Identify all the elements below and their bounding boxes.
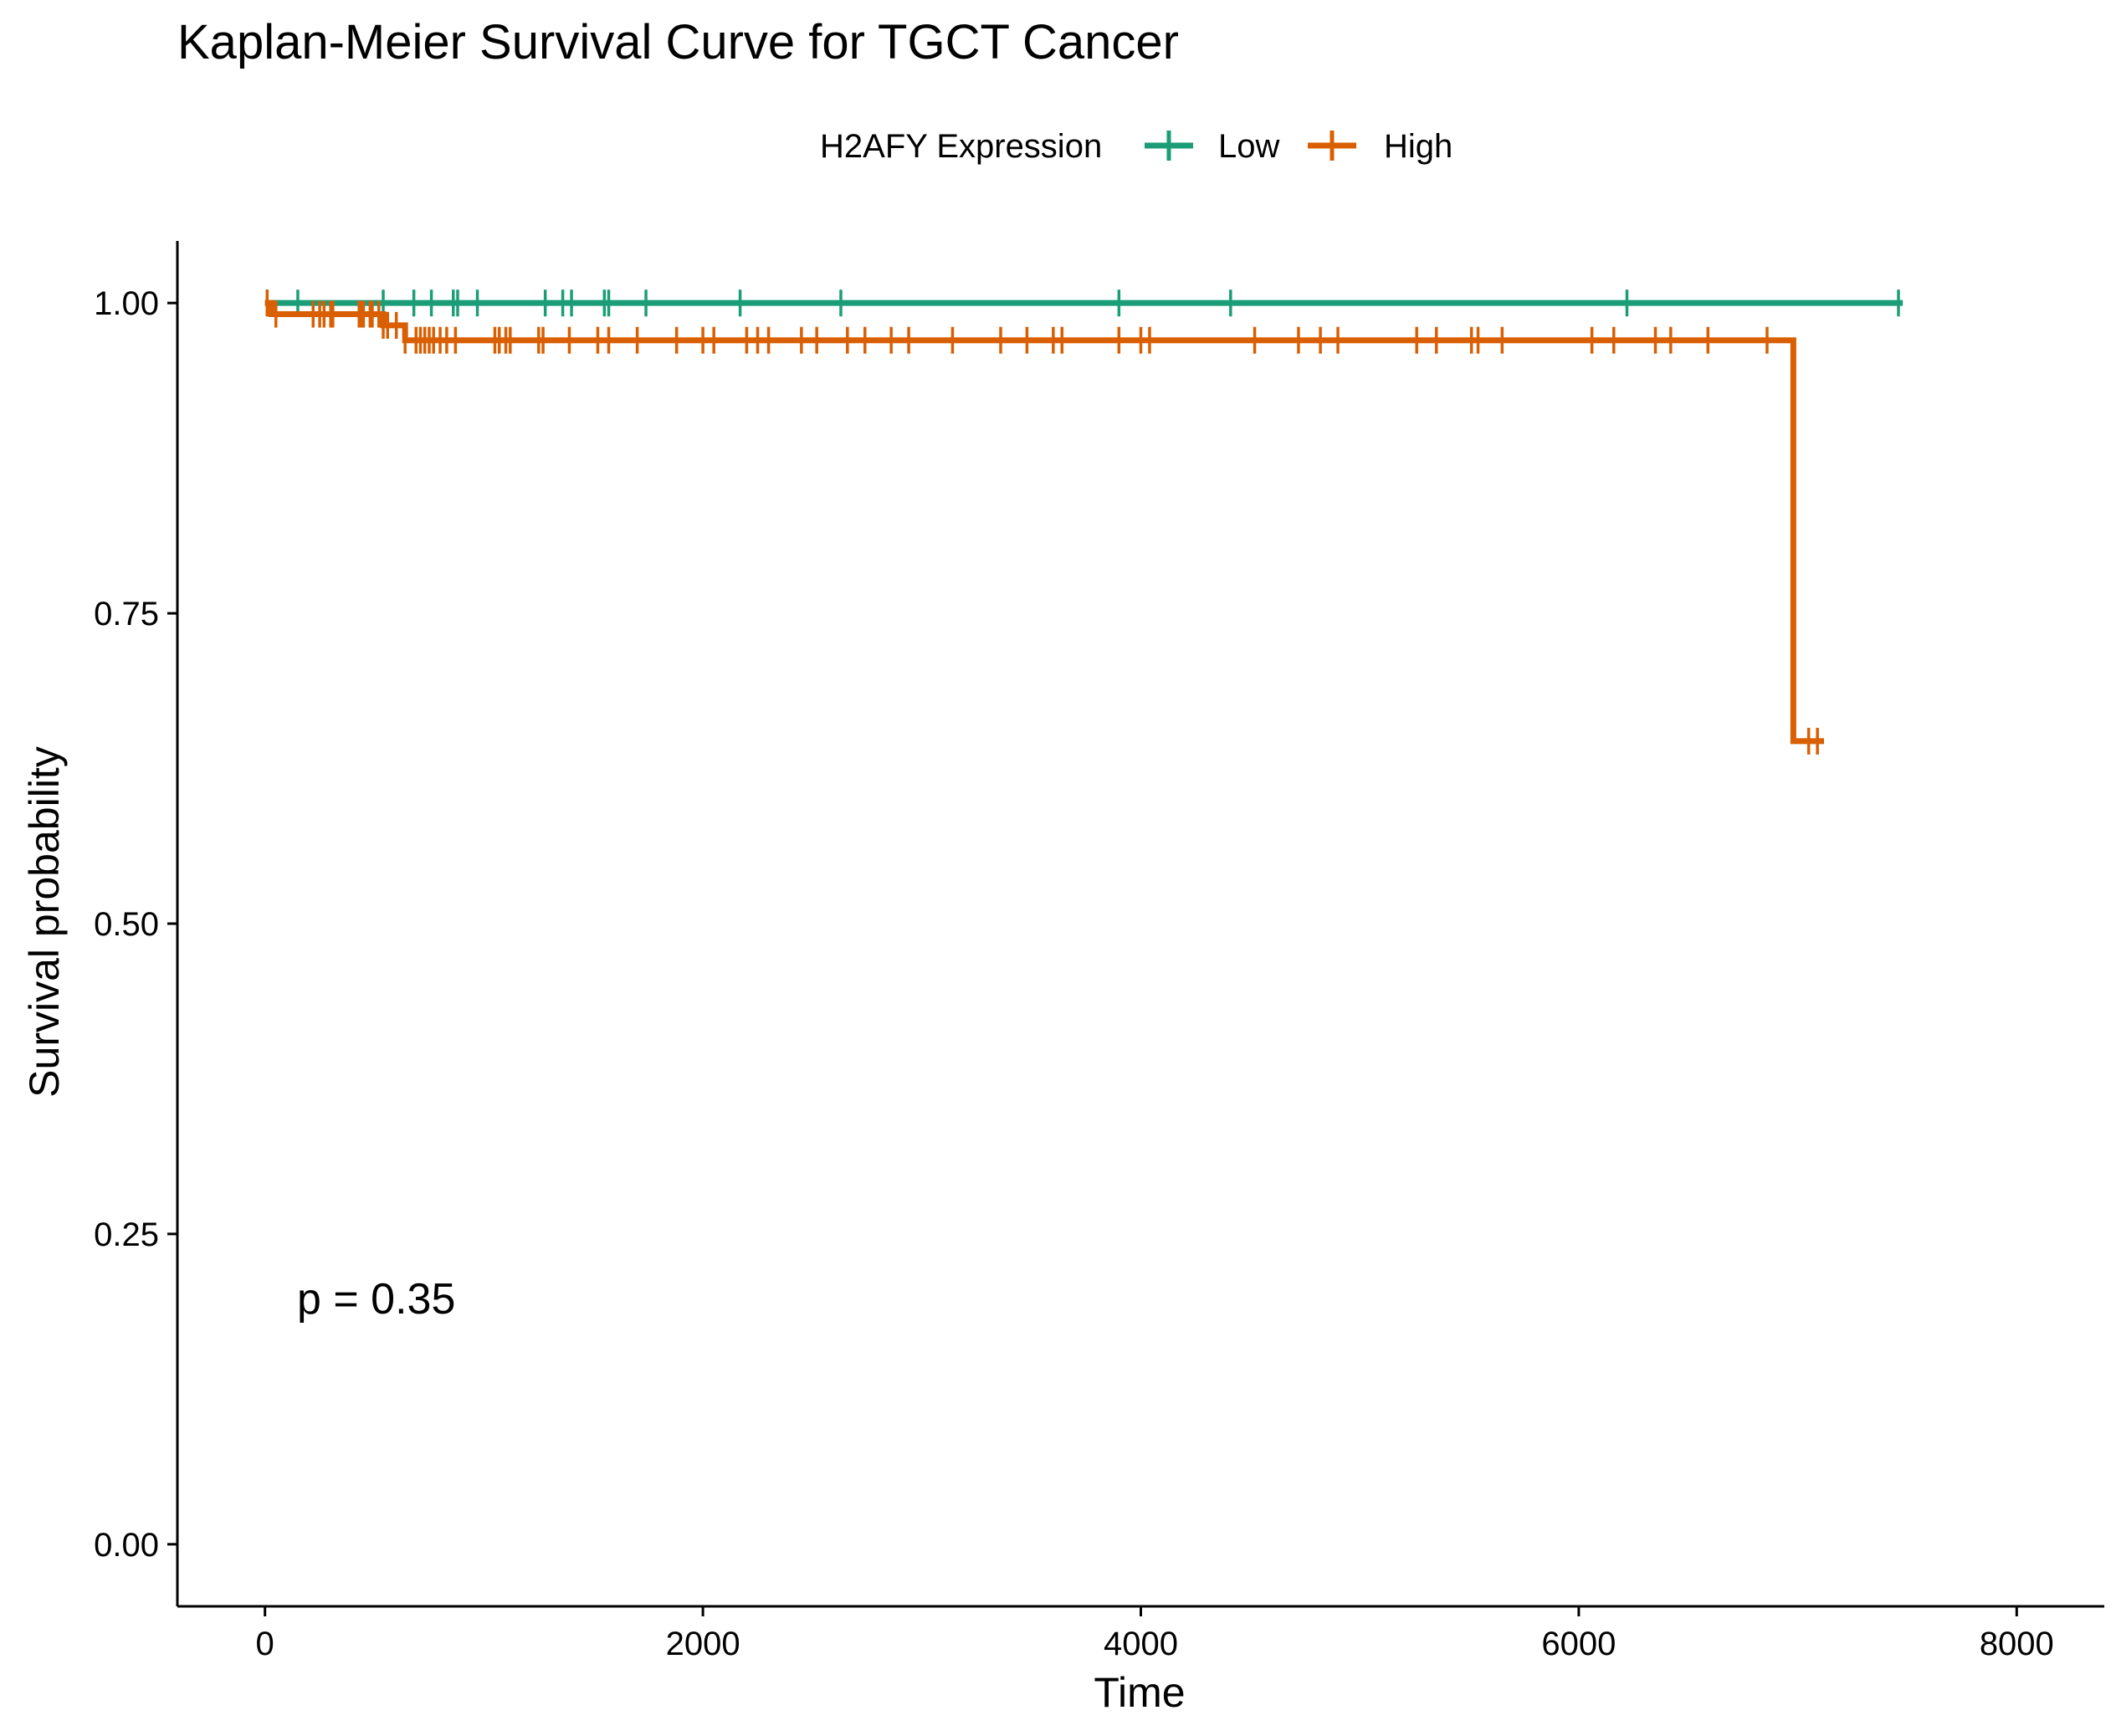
x-tick-label: 8000 [1980,1626,2054,1662]
legend: H2AFY Expression Low High [820,128,1453,165]
legend-entry-high: High [1308,128,1453,165]
y-tick-label: 1.00 [94,285,159,322]
y-axis-title: Survival probability [21,746,68,1098]
x-tick-label: 4000 [1104,1626,1178,1662]
y-tick-label: 0.25 [94,1216,159,1253]
legend-label-low: Low [1218,128,1279,165]
legend-label-high: High [1384,128,1453,165]
x-tick-label: 6000 [1541,1626,1616,1662]
chart-title: Kaplan-Meier Survival Curve for TGCT Can… [177,15,1179,69]
y-tick-label: 0.75 [94,596,159,632]
x-tick-label: 0 [256,1626,274,1662]
axes: 0.00 0.25 0.50 0.75 1.00 0 2000 4000 6000 8000 [94,241,2104,1662]
y-tick-label: 0.00 [94,1527,159,1564]
y-tick-label: 0.50 [94,906,159,943]
plot-area [264,289,1903,755]
x-tick-label: 2000 [666,1626,740,1662]
legend-entry-low: Low [1145,128,1279,165]
x-axis-title: Time [1094,1669,1185,1716]
p-value-annotation: p = 0.35 [297,1275,455,1324]
survival-curve-high [264,300,1825,745]
legend-title: H2AFY Expression [820,128,1102,165]
series-high [264,289,1825,755]
series-low [264,289,1903,317]
